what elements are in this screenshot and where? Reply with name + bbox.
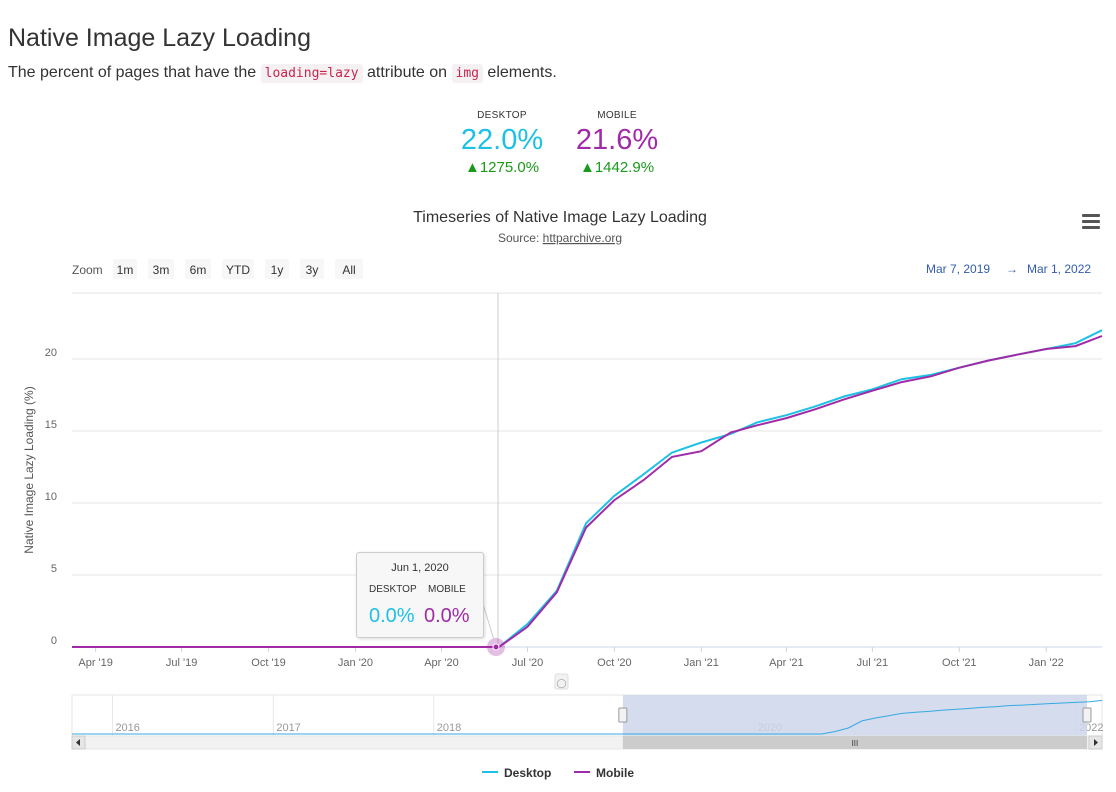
summary-mobile-value: 21.6% [575,124,659,156]
zoom-button-label: 3m [153,263,170,277]
desktop-series-line[interactable] [72,329,1103,648]
svg-text:◯: ◯ [556,678,566,689]
tooltip-mobile-value: 0.0% [424,605,470,627]
legend-desktop-label: Desktop [504,766,551,780]
y-gridlines [72,358,1102,576]
legend-mobile-label: Mobile [596,766,634,780]
tooltip-desktop-label: DESKTOP [369,584,417,595]
x-tick-label: Jul '21 [857,657,888,669]
summary-desktop-value: 22.0% [460,124,544,156]
x-tick-label: Jan '22 [1029,657,1064,669]
tooltip-desktop-value: 0.0% [369,605,415,627]
summary-desktop-change: ▲1275.0% [464,159,540,176]
chart-title: Timeseries of Native Image Lazy Loading [413,209,707,226]
zoom-button-ytd[interactable]: YTD [222,259,254,279]
navigator-left-handle[interactable] [618,707,628,723]
range-to[interactable]: Mar 1, 2022 [1027,262,1091,276]
page-title: Native Image Lazy Loading [8,24,311,52]
summary-mobile: MOBILE 21.6% ▲1442.9% [572,110,662,176]
x-tick-label: Apr '19 [78,657,113,669]
navigator-year-label: 2016 [115,722,139,734]
scroll-right-arrow-icon[interactable] [1088,735,1103,750]
zoom-button-label: All [342,263,355,277]
zoom-buttons: 1m 3m 6m YTD 1y 3y All [113,259,363,279]
navigator-right-handle[interactable] [1082,707,1092,723]
y-tick-label: 20 [45,347,57,359]
range-arrow: → [1006,262,1018,276]
range-from[interactable]: Mar 7, 2019 [926,262,990,276]
x-tick-label: Jul '20 [512,657,543,669]
summary-mobile-change: ▲1442.9% [579,159,655,176]
navigator-year-label: 2018 [437,722,461,734]
zoom-button-label: 3y [306,263,319,277]
y-axis-title: Native Image Lazy Loading (%) [22,386,36,553]
navigator-year-label: 2017 [276,722,300,734]
zoom-button-1y[interactable]: 1y [265,259,289,279]
y-tick-labels: 0 5 10 15 20 [45,347,57,647]
x-tick-label: Oct '20 [597,657,632,669]
zoom-button-label: YTD [226,263,250,277]
zoom-button-3m[interactable]: 3m [148,259,174,279]
scroll-handle-small[interactable]: ◯ [554,673,569,690]
hamburger-menu-icon[interactable] [1082,214,1100,230]
zoom-button-label: 6m [190,263,207,277]
x-tick-label: Apr '21 [769,657,804,669]
zoom-button-label: 1m [117,263,134,277]
page-subtitle: The percent of pages that have the loadi… [8,64,557,83]
summary-desktop: DESKTOP 22.0% ▲1275.0% [458,110,546,176]
x-tick-labels: Apr '19 Jul '19 Oct '19 Jan '20 Apr '20 Jul '… [78,647,1064,669]
subtitle-text-3: elements. [482,64,557,81]
zoom-button-6m[interactable]: 6m [185,259,211,279]
subtitle-text-1: The percent of pages that have the [8,64,261,81]
source-link[interactable]: httparchive.org [543,231,622,245]
y-tick-label: 15 [45,419,57,431]
navigator-series-line [72,699,1103,735]
img-code: img [451,64,483,83]
tooltip: Jun 1, 2020 DESKTOP MOBILE 0.0% 0.0% [356,552,484,638]
x-tick-label: Jan '21 [684,657,719,669]
loading-lazy-code: loading=lazy [260,64,363,83]
legend-mobile[interactable]: Mobile [574,766,634,780]
scrollbar-grip-icon: III [852,739,859,748]
zoom-button-3y[interactable]: 3y [300,259,324,279]
y-tick-label: 10 [45,491,57,503]
summary-mobile-label: MOBILE [597,110,637,121]
summary-desktop-label: DESKTOP [477,110,527,121]
chart-source: Source: httparchive.org [498,231,622,245]
y-tick-label: 5 [51,563,57,575]
zoom-button-1m[interactable]: 1m [113,259,137,279]
hover-point[interactable] [492,643,500,651]
scrollbar-thumb[interactable] [622,736,1087,749]
x-tick-label: Jan '20 [338,657,373,669]
tooltip-date: Jun 1, 2020 [391,562,449,574]
zoom-button-all[interactable]: All [335,259,363,279]
x-tick-label: Oct '19 [251,657,286,669]
subtitle-text-2: attribute on [362,64,452,81]
navigator-selected-range[interactable] [622,695,1087,736]
zoom-label: Zoom [72,263,103,277]
legend-desktop[interactable]: Desktop [482,766,551,780]
x-tick-label: Jul '19 [166,657,197,669]
x-tick-label: Apr '20 [424,657,459,669]
tooltip-connector [482,603,495,641]
tooltip-mobile-label: MOBILE [428,584,466,595]
x-tick-label: Oct '21 [942,657,977,669]
y-tick-label: 0 [51,635,57,647]
mobile-series-line[interactable] [72,335,1103,648]
scroll-left-arrow-icon[interactable] [71,735,86,750]
zoom-button-label: 1y [271,263,284,277]
